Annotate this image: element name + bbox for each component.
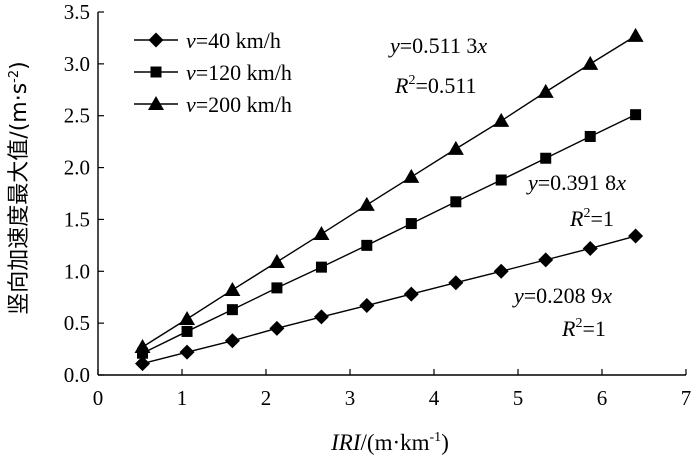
data-point: [495, 174, 507, 186]
x-tick-label: 5: [513, 386, 524, 410]
data-point: [226, 304, 238, 316]
y-tick-label: 2.0: [64, 156, 90, 180]
data-point: [447, 140, 464, 155]
x-tick-label: 6: [597, 386, 608, 410]
data-point: [271, 282, 283, 294]
series-line: [142, 235, 636, 365]
legend-marker: [148, 32, 164, 48]
data-point: [135, 356, 151, 372]
legend: v=40 km/h v=120 km/h v=200 km/h: [134, 28, 292, 117]
y-tick-label: 0.0: [64, 363, 90, 387]
fit-equation: y=0.391 8x: [526, 170, 626, 195]
x-tick-label: 0: [93, 386, 104, 410]
data-point: [493, 112, 510, 127]
data-point: [137, 347, 149, 359]
series-group: [134, 27, 644, 372]
x-tick-label: 7: [681, 386, 692, 410]
tick-labels: 0 1 2 3 4 5 6 7 0.0 0.5 1.0 1.5 2.0 2.5 3.0 3.5: [64, 0, 692, 410]
fit-annotation: y=0.391 8x R2=1: [526, 170, 626, 231]
data-point: [448, 275, 464, 291]
legend-label: v=200 km/h: [186, 92, 292, 117]
data-point: [628, 228, 644, 244]
fit-equation: y=0.208 9x: [512, 283, 612, 308]
fit-r-squared: R2=0.511: [394, 73, 477, 98]
legend-label: v=120 km/h: [186, 60, 292, 85]
data-point: [179, 344, 195, 360]
data-point: [361, 239, 373, 251]
y-tick-label: 0.5: [64, 311, 90, 335]
y-axis-label: 竖向加速度最大值/(m·s-2): [7, 61, 32, 314]
x-axis-label: IRI/(m·km-1): [330, 430, 449, 455]
data-point: [313, 309, 329, 325]
axes: [97, 11, 687, 376]
x-tick-label: 2: [261, 386, 272, 410]
legend-marker: [148, 96, 164, 110]
legend-label: v=40 km/h: [186, 28, 281, 53]
x-tick-label: 1: [177, 386, 188, 410]
fit-annotation: y=0.208 9x R2=1: [512, 283, 612, 341]
data-point: [582, 55, 599, 70]
data-point: [179, 310, 196, 325]
data-point: [630, 109, 642, 121]
y-tick-label: 2.5: [64, 104, 90, 128]
series-line: [142, 114, 636, 354]
legend-entry: v=200 km/h: [134, 92, 292, 117]
x-tick-label: 4: [429, 386, 440, 410]
data-point: [450, 196, 462, 208]
data-point: [359, 298, 375, 314]
data-point: [627, 27, 644, 42]
fit-equation: y=0.511 3x: [388, 33, 487, 58]
data-point: [493, 263, 509, 279]
data-point: [268, 253, 285, 268]
data-point: [181, 325, 193, 337]
series-diamond: [135, 228, 644, 372]
data-point: [403, 168, 420, 183]
y-tick-label: 3.0: [64, 52, 90, 76]
data-point: [315, 261, 327, 273]
y-tick-label: 1.0: [64, 259, 90, 283]
data-point: [224, 281, 241, 296]
data-point: [540, 152, 552, 164]
data-point: [537, 83, 554, 98]
series-line: [142, 35, 636, 348]
data-point: [538, 252, 554, 268]
series-triangle: [134, 27, 644, 353]
data-point: [134, 338, 151, 353]
data-point: [313, 225, 330, 240]
fit-r-squared: R2=1: [561, 316, 606, 341]
x-tick-label: 3: [345, 386, 356, 410]
series-square: [137, 109, 642, 359]
data-point: [405, 218, 417, 230]
fit-annotations: y=0.208 9x R2=1 y=0.391 8x R2=1 y=0.511 3x R2…: [388, 33, 626, 341]
data-point: [358, 196, 375, 211]
data-point: [224, 333, 240, 349]
legend-entry: v=120 km/h: [134, 60, 292, 85]
legend-marker: [150, 66, 162, 78]
fit-r-squared: R2=1: [569, 206, 614, 231]
y-tick-label: 3.5: [64, 0, 90, 24]
data-point: [584, 130, 596, 142]
y-tick-label: 1.5: [64, 207, 90, 231]
data-point: [269, 320, 285, 336]
fit-annotation: y=0.511 3x R2=0.511: [388, 33, 487, 98]
data-point: [403, 286, 419, 302]
legend-entry: v=40 km/h: [134, 28, 281, 53]
data-point: [582, 240, 598, 256]
